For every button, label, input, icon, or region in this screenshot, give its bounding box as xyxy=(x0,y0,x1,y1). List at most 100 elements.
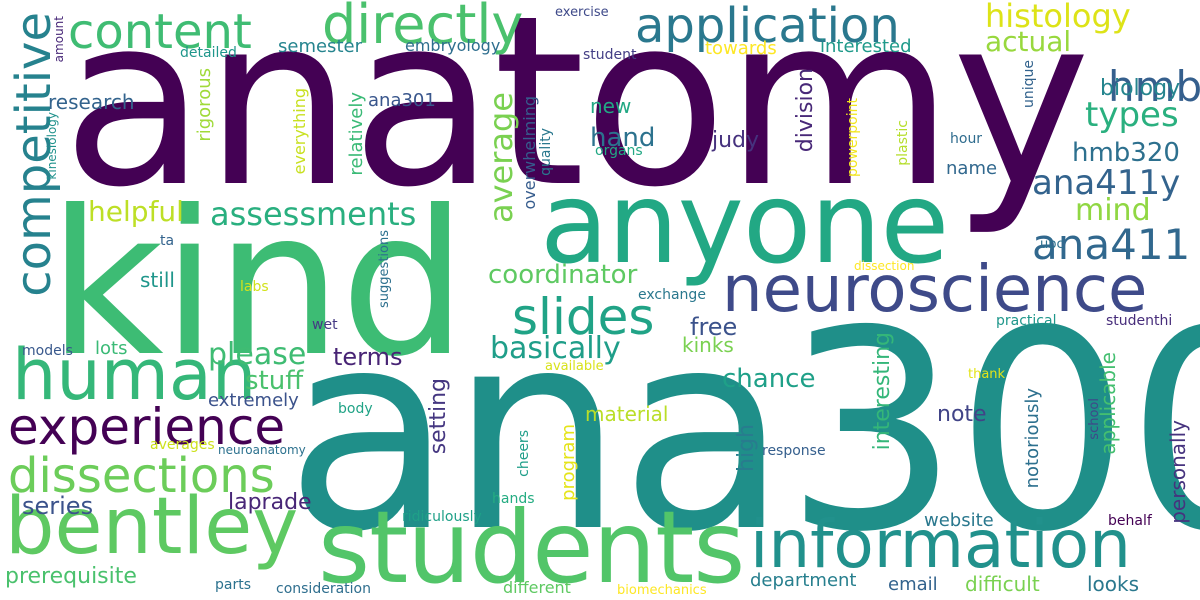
word-note: note xyxy=(937,402,987,427)
word-parts: parts xyxy=(215,577,252,593)
word-interesting: interesting xyxy=(870,332,895,451)
word-exchange: exchange xyxy=(638,287,706,303)
word-setting: setting xyxy=(426,378,451,455)
word-histology: histology xyxy=(985,0,1131,35)
word-name: name xyxy=(946,158,998,179)
word-powerpoint: powerpoint xyxy=(845,98,861,177)
word-organs: organs xyxy=(595,143,643,159)
word-amount: amount xyxy=(52,16,66,63)
word-department: department xyxy=(750,570,857,591)
word-studenthi: studenthi xyxy=(1106,313,1173,329)
word-detailed: detailed xyxy=(180,45,237,61)
word-bentley: bentley xyxy=(5,482,299,572)
word-kind: kind xyxy=(48,168,467,401)
word-personally: personally xyxy=(1166,420,1190,524)
word-chance: chance xyxy=(722,364,816,394)
word-practical: practical xyxy=(996,313,1057,329)
word-school: school xyxy=(1087,398,1102,440)
word-information: information xyxy=(750,506,1131,583)
word-ubc: ubc xyxy=(1040,237,1064,252)
word-embryology: embryology xyxy=(405,36,501,55)
word-human: human xyxy=(12,334,257,416)
word-material: material xyxy=(585,402,669,426)
word-kinks: kinks xyxy=(682,333,734,357)
word-series: series xyxy=(22,492,94,520)
word-helpful: helpful xyxy=(88,195,184,228)
word-still: still xyxy=(140,268,175,292)
word-division: division xyxy=(793,68,818,153)
word-biomechanics: biomechanics xyxy=(617,583,707,598)
word-towards: towards xyxy=(705,38,777,59)
word-suggestions: suggestions xyxy=(377,230,392,308)
word-terms: terms xyxy=(333,343,403,371)
word-response: response xyxy=(762,443,826,459)
word-rigorous: rigorous xyxy=(194,68,215,142)
word-behalf: behalf xyxy=(1108,513,1152,529)
word-cheers: cheers xyxy=(516,430,532,477)
word-semester: semester xyxy=(278,36,362,57)
word-hand: hand xyxy=(590,123,656,153)
word-labs: labs xyxy=(240,279,269,295)
word-directly: directly xyxy=(322,0,524,56)
word-thank: thank xyxy=(968,367,1006,382)
word-ta: ta xyxy=(160,233,175,249)
word-ridiculously: ridiculously xyxy=(402,509,482,525)
word-dissections: dissections xyxy=(8,448,275,504)
word-different: different xyxy=(503,578,571,597)
word-program: program xyxy=(558,424,579,501)
word-dissection: dissection xyxy=(854,259,915,273)
word-email: email xyxy=(888,574,938,595)
word-anyone: anyone xyxy=(540,159,949,289)
word-average: average xyxy=(482,92,520,223)
word-mind: mind xyxy=(1075,193,1151,228)
word-body: body xyxy=(338,401,373,417)
word-experience: experience xyxy=(8,398,286,456)
word-extremely: extremely xyxy=(208,390,299,411)
word-biology: biology xyxy=(1100,76,1181,101)
word-students: students xyxy=(318,489,745,600)
word-assessments: assessments xyxy=(210,195,417,233)
word-basically: basically xyxy=(490,331,621,366)
word-available: available xyxy=(545,359,604,374)
word-everything: everything xyxy=(290,88,309,175)
word-coordinator: coordinator xyxy=(488,260,638,290)
word-neuroanatomy: neuroanatomy xyxy=(218,443,306,457)
word-high: high xyxy=(734,424,759,472)
word-slides: slides xyxy=(512,288,655,346)
word-hands: hands xyxy=(492,491,535,507)
word-content: content xyxy=(68,4,252,60)
word-free: free xyxy=(690,313,738,341)
word-hmb: hmb xyxy=(1108,62,1200,111)
word-looks: looks xyxy=(1087,572,1140,596)
word-judy: judy xyxy=(712,128,760,153)
word-ana411y: ana411y xyxy=(1032,163,1181,203)
word-actual: actual xyxy=(985,25,1072,58)
word-hmb320: hmb320 xyxy=(1072,138,1180,168)
word-quality: quality xyxy=(538,128,554,176)
word-models: models xyxy=(22,343,73,359)
word-ana301: ana301 xyxy=(368,90,436,111)
word-interested: interested xyxy=(820,36,912,57)
word-exercise: exercise xyxy=(555,5,609,20)
word-stuff: stuff xyxy=(245,366,304,396)
word-overwhelming: overwhelming xyxy=(520,96,539,210)
word-laprade: laprade xyxy=(228,490,312,515)
word-ana300: ana300 xyxy=(285,272,1200,592)
word-neuroscience: neuroscience xyxy=(722,253,1148,327)
word-relatively: relatively xyxy=(346,92,367,176)
word-plastic: plastic xyxy=(895,120,911,166)
word-lots: lots xyxy=(95,338,128,359)
word-notoriously: notoriously xyxy=(1022,388,1043,489)
word-application: application xyxy=(635,0,900,54)
word-anatomy: anatomy xyxy=(62,0,1091,239)
word-please: please xyxy=(208,337,307,372)
word-difficult: difficult xyxy=(965,572,1040,596)
word-new: new xyxy=(590,94,632,118)
word-prerequisite: prerequisite xyxy=(5,564,137,589)
word-averages: averages xyxy=(150,437,215,453)
word-website: website xyxy=(924,510,994,531)
word-student: student xyxy=(583,47,637,63)
word-research: research xyxy=(48,90,135,114)
word-consideration: consideration xyxy=(276,581,371,597)
